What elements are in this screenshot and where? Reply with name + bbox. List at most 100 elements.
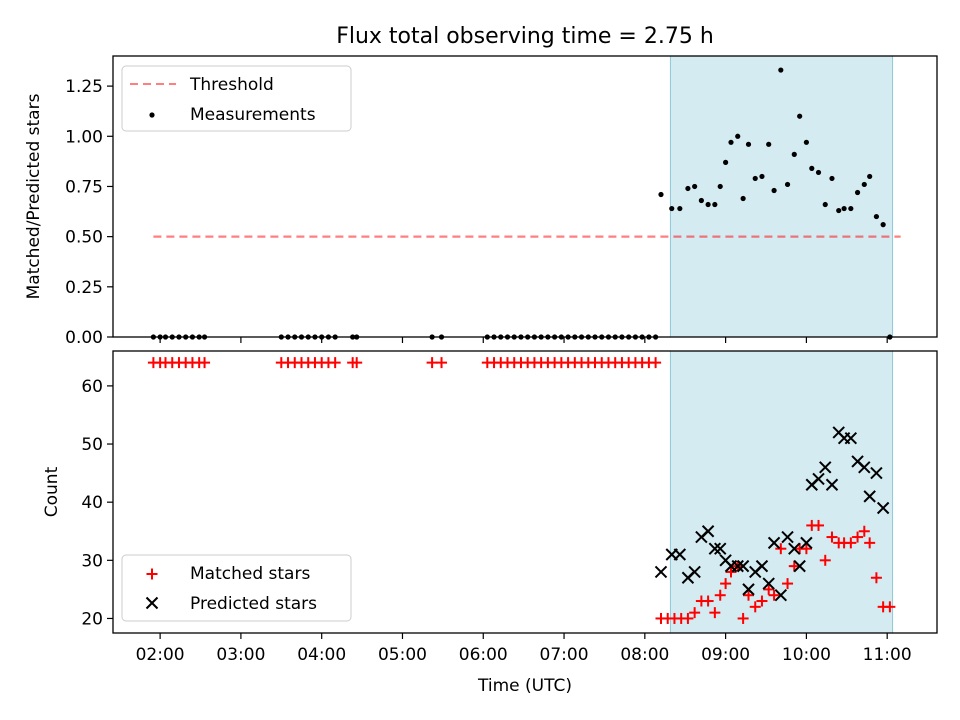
x-tick-label: 09:00 — [701, 645, 750, 665]
measurement-point — [669, 205, 675, 212]
bottom-legend: Matched stars Predicted stars — [121, 554, 352, 622]
measurement-point — [717, 183, 723, 190]
matched-star-marker — [720, 578, 732, 590]
measurement-point — [848, 205, 854, 212]
measurement-point — [677, 205, 683, 212]
measurement-point — [829, 175, 835, 182]
predicted-star-marker — [819, 461, 832, 474]
measurement-point — [822, 201, 828, 208]
y-tick-label: 0.25 — [65, 278, 103, 298]
measurement-point — [685, 185, 691, 192]
matched-star-marker — [852, 531, 864, 543]
y-tick-label: 40 — [81, 493, 103, 513]
x-tick-label: 04:00 — [297, 645, 346, 665]
legend-plus-marker — [146, 568, 158, 580]
predicted-star-marker — [731, 559, 744, 573]
measurement-point — [867, 173, 873, 180]
matched-star-marker — [813, 519, 825, 531]
predicted-star-marker — [876, 501, 890, 515]
chart-title: Flux total observing time = 2.75 h — [336, 24, 714, 49]
predicted-star-marker — [767, 536, 781, 550]
predicted-star-marker — [793, 559, 806, 573]
matched-star-marker — [682, 612, 694, 624]
measurement-point — [873, 213, 880, 220]
predicted-star-marker — [673, 548, 687, 561]
legend-measurements-swatch — [149, 112, 155, 118]
matched-star-marker — [749, 601, 761, 613]
x-tick-label: 08:00 — [620, 645, 669, 665]
matched-star-marker — [763, 583, 775, 595]
predicted-star-marker — [800, 536, 813, 550]
predicted-star-marker — [863, 490, 876, 503]
measurement-point — [803, 139, 809, 145]
measurement-point — [723, 159, 729, 165]
matched-star-marker — [351, 357, 363, 369]
x-tick-label: 02:00 — [136, 645, 185, 665]
matched-star-marker — [329, 357, 341, 369]
matched-star-marker — [864, 537, 876, 549]
x-tick-label: 05:00 — [378, 645, 427, 665]
matched-star-marker — [725, 566, 737, 578]
matched-star-marker — [826, 531, 838, 543]
predicted-star-marker — [858, 461, 871, 474]
predicted-star-marker — [742, 583, 755, 596]
legend-predicted-swatch — [145, 596, 159, 610]
measurement-point — [698, 197, 704, 204]
measurement-point — [752, 175, 758, 182]
measurement-point — [658, 191, 664, 198]
matched-star-marker — [845, 537, 857, 549]
measurement-point — [745, 141, 752, 147]
matched-star-marker — [743, 589, 755, 601]
top-axes-frame — [112, 55, 938, 338]
matched-star-marker — [650, 357, 662, 369]
predicted-star-marker — [774, 588, 788, 602]
matched-star-marker — [709, 607, 721, 619]
x-tick-label: 10:00 — [782, 645, 831, 665]
measurement-point — [735, 133, 741, 139]
y-tick-label: 0.75 — [65, 177, 103, 197]
top-panel: 0.00 0.25 0.50 0.75 1.00 1.25 Matched/Predict… — [24, 55, 938, 348]
predicted-star-marker — [781, 530, 794, 544]
legend-matched-swatch — [146, 568, 158, 580]
matched-star-marker — [819, 554, 831, 566]
bottom-data-layer — [147, 357, 896, 624]
y-tick-label: 50 — [81, 435, 103, 455]
predicted-star-marker — [714, 542, 727, 555]
matched-star-marker — [714, 589, 726, 601]
matched-star-marker — [689, 607, 701, 619]
matched-star-marker — [199, 357, 211, 369]
measurement-point — [836, 207, 842, 214]
legend-measurements-label: Measurements — [190, 105, 316, 125]
matched-star-marker — [870, 572, 882, 584]
top-legend: Threshold Measurements — [121, 65, 352, 132]
predicted-star-marker — [870, 466, 883, 480]
measurement-point — [809, 165, 815, 171]
top-y-ticks: 0.00 0.25 0.50 0.75 1.00 1.25 — [65, 77, 113, 348]
matched-star-marker — [884, 601, 896, 613]
matched-star-marker — [768, 589, 780, 601]
y-tick-label: 1.00 — [65, 127, 103, 147]
measurement-point — [861, 181, 867, 188]
legend-predicted-label: Predicted stars — [190, 594, 317, 614]
predicted-star-marker — [736, 559, 750, 573]
top-ylabel: Matched/Predicted stars — [24, 93, 44, 299]
matched-star-marker — [788, 560, 800, 572]
y-tick-label: 1.25 — [65, 77, 103, 97]
measurement-point — [705, 201, 711, 208]
top-x-ticks — [159, 337, 888, 343]
matched-star-marker — [800, 543, 812, 555]
x-tick-label: 11:00 — [863, 645, 912, 665]
bottom-highlight-span — [669, 350, 894, 634]
measurement-point — [784, 181, 791, 188]
y-tick-label: 0.00 — [65, 328, 103, 348]
matched-star-marker — [436, 357, 448, 369]
measurement-point — [759, 173, 765, 180]
matched-star-marker — [702, 595, 714, 607]
matched-star-marker — [426, 357, 438, 369]
measurement-point — [841, 205, 847, 212]
bottom-axes-frame — [112, 350, 938, 634]
matched-star-marker — [737, 612, 749, 624]
measurement-point — [880, 222, 886, 228]
predicted-star-marker — [812, 472, 825, 486]
